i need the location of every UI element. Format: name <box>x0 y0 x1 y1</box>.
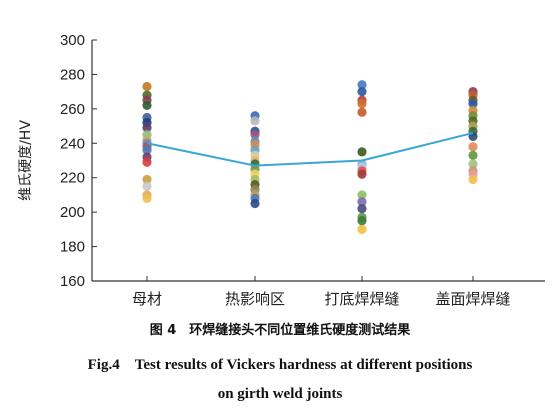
data-point <box>142 100 152 111</box>
data-point <box>357 147 367 157</box>
data-point <box>250 198 260 209</box>
y-tick-label: 260 <box>60 101 85 118</box>
mean-line <box>146 131 474 167</box>
data-point <box>142 157 152 167</box>
y-tick-label: 220 <box>60 170 85 187</box>
data-point <box>250 130 260 140</box>
data-point <box>357 197 367 207</box>
y-axis-ticks: 160 180 200 220 240 260 280 300 <box>60 32 97 290</box>
figure-caption-en-line1: Fig.4 Test results of Vickers hardness a… <box>87 357 473 373</box>
y-tick-label: 160 <box>60 273 85 290</box>
data-points <box>142 80 478 234</box>
x-axis-ticks: 母材 热影响区 打底焊焊缝 盖面焊焊缝 <box>132 276 511 308</box>
data-point <box>357 204 367 214</box>
y-tick-label: 300 <box>60 32 85 49</box>
data-point <box>357 169 367 179</box>
data-point <box>142 174 152 185</box>
mean-line-layer <box>146 131 474 167</box>
data-point <box>142 181 152 191</box>
x-tick-label: 打底焊焊缝 <box>324 290 399 308</box>
y-tick-label: 280 <box>60 66 85 83</box>
chart-axes <box>91 40 545 282</box>
y-tick-label: 180 <box>60 239 85 256</box>
data-point <box>357 107 367 117</box>
data-point <box>468 150 478 160</box>
data-point <box>468 142 478 152</box>
data-point <box>357 80 367 90</box>
x-tick-label: 盖面焊焊缝 <box>435 290 510 308</box>
y-axis-label: 维氏硬度/HV <box>18 120 34 201</box>
data-point <box>142 81 152 92</box>
data-point <box>357 224 367 234</box>
data-point <box>142 193 152 203</box>
y-tick-label: 240 <box>60 135 85 152</box>
data-point <box>142 145 152 155</box>
x-tick-label: 母材 <box>132 290 162 308</box>
data-point <box>357 87 367 97</box>
data-point <box>357 216 367 226</box>
y-tick-label: 200 <box>60 204 85 221</box>
x-tick-label: 热影响区 <box>225 290 285 308</box>
hardness-chart: 160 180 200 220 240 260 280 300 母材 热影响区 打底焊焊缝 盖面焊焊… <box>18 32 545 308</box>
data-point <box>468 174 478 185</box>
data-point <box>468 99 478 109</box>
figure-caption-en-line2: on girth weld joints <box>217 386 343 402</box>
data-point <box>468 159 478 169</box>
data-point <box>357 190 367 200</box>
data-point <box>250 116 260 126</box>
data-point <box>357 99 367 109</box>
figure-caption-zh: 图 4 环焊缝接头不同位置维氏硬度测试结果 <box>149 323 411 338</box>
data-point <box>142 123 152 133</box>
